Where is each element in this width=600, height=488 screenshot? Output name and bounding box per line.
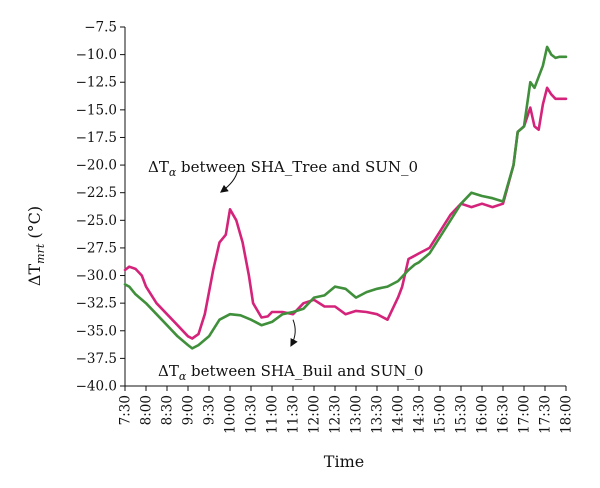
x-tick-label: 13:00 xyxy=(349,395,365,434)
x-tick-label: 8:00 xyxy=(139,395,155,425)
annotation-rest: between SHA_Tree and SUN_0 xyxy=(176,158,418,176)
y-axis-title-sub: mrt xyxy=(34,243,47,264)
y-tick-label: −37.5 xyxy=(76,351,117,367)
x-tick-label: 12:30 xyxy=(328,395,344,434)
y-axis-title: ΔTmrt (°C) xyxy=(25,206,47,286)
y-tick-label: −20.0 xyxy=(76,158,117,174)
y-tick-label: −27.5 xyxy=(76,240,117,256)
annotation-sub: α xyxy=(179,370,187,383)
x-tick-label: 18:00 xyxy=(559,395,575,434)
y-tick-label: −30.0 xyxy=(76,268,117,284)
x-tick-label: 9:00 xyxy=(181,395,197,425)
y-tick-label: −25.0 xyxy=(76,213,117,229)
annotation-arrow-2 xyxy=(290,319,298,347)
y-axis-title-main: ΔT xyxy=(25,264,44,287)
x-tick-label: 16:00 xyxy=(475,395,491,434)
y-tick-label: −22.5 xyxy=(76,185,117,201)
x-tick-label: 16:30 xyxy=(496,395,512,434)
x-tick-label: 11:00 xyxy=(265,395,281,434)
annotation-arrow-1 xyxy=(220,170,239,193)
x-tick-label: 17:30 xyxy=(538,395,554,434)
x-tick-label: 11:30 xyxy=(286,395,302,434)
y-tick-label: −12.5 xyxy=(76,75,117,91)
x-tick-label: 12:00 xyxy=(307,395,323,434)
x-tick-label: 10:00 xyxy=(223,395,239,434)
x-tick-label: 17:00 xyxy=(517,395,533,434)
y-tick-label: −40.0 xyxy=(76,379,117,395)
x-tick-label: 14:30 xyxy=(412,395,428,434)
x-tick-label: 15:30 xyxy=(454,395,470,434)
x-tick-label: 13:30 xyxy=(370,395,386,434)
x-tick-label: 10:30 xyxy=(244,395,260,434)
x-tick-label: 15:00 xyxy=(433,395,449,434)
y-tick-label: −17.5 xyxy=(76,130,117,146)
y-tick-label: −32.5 xyxy=(76,296,117,312)
x-tick-label: 7:30 xyxy=(118,395,134,425)
annotation-main: ΔT xyxy=(158,362,179,380)
y-tick-label: −35.0 xyxy=(76,323,117,339)
axes: −40.0 −37.5 −35.0 −32.5 −30.0 −27.5 −25.0 −22.5… xyxy=(76,20,575,434)
y-tick-label: −15.0 xyxy=(76,102,117,118)
x-tick-label: 14:00 xyxy=(391,395,407,434)
y-tick-label: −7.5 xyxy=(84,20,117,36)
series-layer xyxy=(123,45,568,350)
annotation-main: ΔT xyxy=(148,158,169,176)
y-tick-label: −10.0 xyxy=(76,47,117,63)
annotation-rest: between SHA_Buil and SUN_0 xyxy=(186,362,423,380)
annotation-sub: α xyxy=(169,166,177,179)
y-axis-title-unit: (°C) xyxy=(25,206,44,244)
annotation-label-1: ΔTα between SHA_Tree and SUN_0 xyxy=(148,158,418,179)
series-line-1 xyxy=(123,86,568,340)
series-line-2 xyxy=(123,45,568,350)
annotation-label-2: ΔTα between SHA_Buil and SUN_0 xyxy=(158,362,423,383)
x-axis-title: Time xyxy=(324,452,364,471)
x-tick-label: 8:30 xyxy=(160,395,176,425)
x-tick-label: 9:30 xyxy=(202,395,218,425)
